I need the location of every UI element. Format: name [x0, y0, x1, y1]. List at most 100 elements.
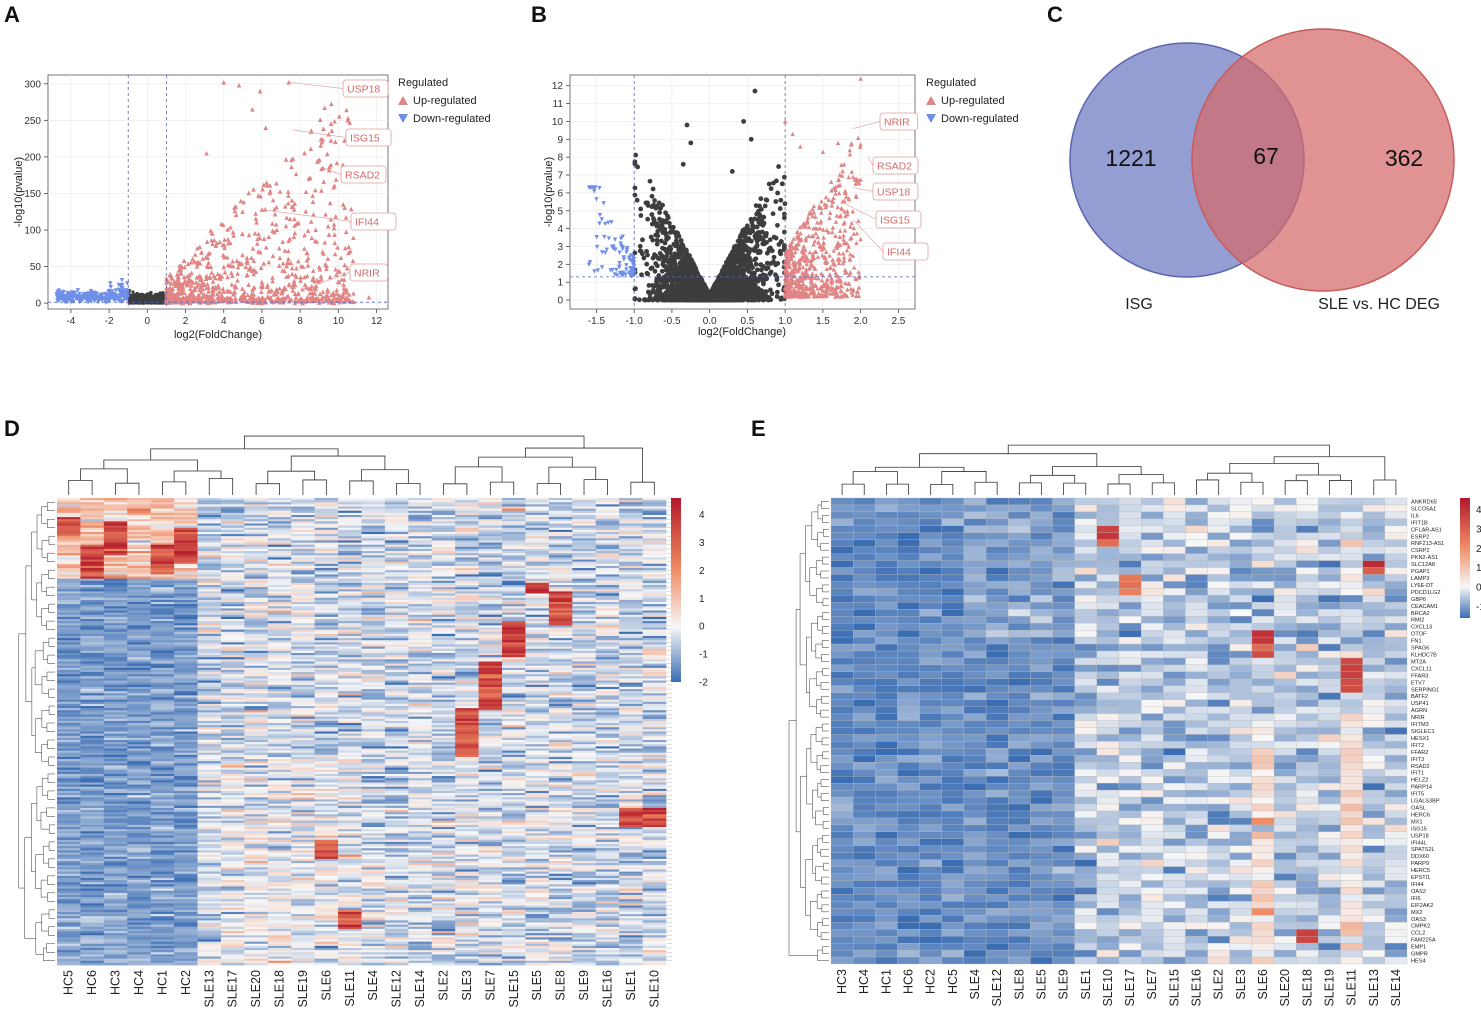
- point-ns: [661, 276, 666, 282]
- point-ns: [680, 242, 686, 248]
- point-ns: [754, 211, 760, 217]
- point-ns: [764, 260, 770, 266]
- x-tick-label: 0: [145, 316, 151, 327]
- point-ns: [660, 218, 665, 223]
- point-ns: [655, 233, 661, 239]
- point-ns: [736, 259, 742, 265]
- legend-a-up-marker: [398, 96, 408, 105]
- point-ns: [766, 181, 772, 187]
- point-ns: [773, 235, 779, 241]
- point-ns: [773, 178, 779, 184]
- point-ns: [781, 174, 787, 180]
- point-ns: [754, 238, 760, 244]
- point-ns: [147, 301, 151, 305]
- point-down: [119, 278, 125, 283]
- point-ns: [753, 245, 758, 251]
- point-ns: [643, 200, 649, 206]
- gene-label: ISG15: [350, 133, 380, 145]
- point-ns: [750, 297, 756, 303]
- point-ns: [144, 298, 148, 302]
- point-ns: [781, 211, 787, 217]
- point-ns: [632, 159, 638, 165]
- point-ns: [752, 216, 758, 222]
- point-ns: [744, 267, 750, 272]
- point-ns: [724, 293, 730, 299]
- point-ns: [781, 243, 787, 249]
- point-ns: [775, 222, 780, 228]
- point-ns: [158, 292, 162, 296]
- point-ns: [645, 252, 650, 258]
- point-ns: [672, 294, 678, 300]
- point-ns: [678, 238, 684, 243]
- x-tick-label: 12: [371, 316, 383, 327]
- gene-label: USP18: [347, 84, 380, 96]
- point-ns: [764, 250, 770, 256]
- point-ns: [645, 216, 651, 222]
- point-ns: [679, 254, 685, 260]
- panel-label-b: B: [531, 2, 547, 27]
- point-ns: [685, 270, 691, 276]
- point-ns: [747, 228, 753, 234]
- point-ns: [773, 262, 778, 268]
- point-ns: [753, 261, 759, 267]
- point-ns: [669, 286, 675, 292]
- point-ns: [653, 205, 659, 211]
- point-ns: [634, 197, 640, 203]
- point-ns: [691, 295, 697, 301]
- point-ns: [654, 241, 660, 247]
- point-ns: [134, 296, 138, 300]
- point-ns: [649, 193, 655, 199]
- point-ns: [737, 239, 743, 245]
- point-ns: [761, 214, 767, 220]
- point-ns: [778, 197, 784, 203]
- point-ns: [655, 255, 661, 261]
- point-ns: [146, 296, 150, 300]
- legend-a-up-label: Up-regulated: [413, 95, 477, 107]
- point-ns: [744, 245, 749, 251]
- point-ns: [688, 140, 694, 146]
- point-ns: [696, 296, 701, 302]
- point-ns: [721, 268, 727, 273]
- point-ns: [632, 250, 638, 256]
- point-ns: [763, 293, 769, 299]
- point-ns: [776, 164, 782, 169]
- volcano-a-legend: Regulated Up-regulated Down-regulated: [398, 77, 491, 125]
- point-ns: [763, 266, 769, 272]
- point-ns: [740, 297, 746, 303]
- point-ns: [682, 291, 688, 296]
- point-ns: [691, 262, 697, 268]
- point-ns: [158, 300, 163, 304]
- point-ns: [750, 265, 755, 271]
- point-ns: [137, 296, 141, 300]
- point-ns: [141, 292, 145, 297]
- point-ns: [778, 239, 784, 244]
- point-ns: [664, 247, 670, 253]
- point-ns: [637, 243, 643, 249]
- point-ns: [148, 291, 153, 295]
- point-ns: [663, 264, 668, 269]
- point-ns: [748, 136, 754, 142]
- point-ns: [732, 250, 737, 256]
- volcano-a-xlabel: log2(FoldChange): [174, 329, 262, 341]
- point-ns: [781, 229, 787, 235]
- point-ns: [737, 235, 743, 240]
- point-ns: [644, 261, 650, 267]
- point-ns: [647, 178, 653, 184]
- point-ns: [728, 273, 734, 278]
- point-ns: [655, 297, 661, 303]
- volcano-plot-b: -1.5 -1.0 -0.5 0.0 0.5 1.0 1.5 2.0 2.50123456789…: [543, 74, 1019, 338]
- point-ns: [670, 224, 676, 230]
- point-ns: [657, 284, 663, 290]
- point-ns: [728, 267, 733, 273]
- point-ns: [643, 297, 649, 303]
- point-ns: [691, 271, 697, 277]
- point-ns: [776, 282, 781, 288]
- point-ns: [750, 223, 755, 228]
- point-ns: [638, 213, 644, 218]
- point-ns: [746, 291, 752, 297]
- point-ns: [758, 206, 764, 212]
- point-ns: [660, 245, 665, 251]
- point-ns: [718, 291, 723, 297]
